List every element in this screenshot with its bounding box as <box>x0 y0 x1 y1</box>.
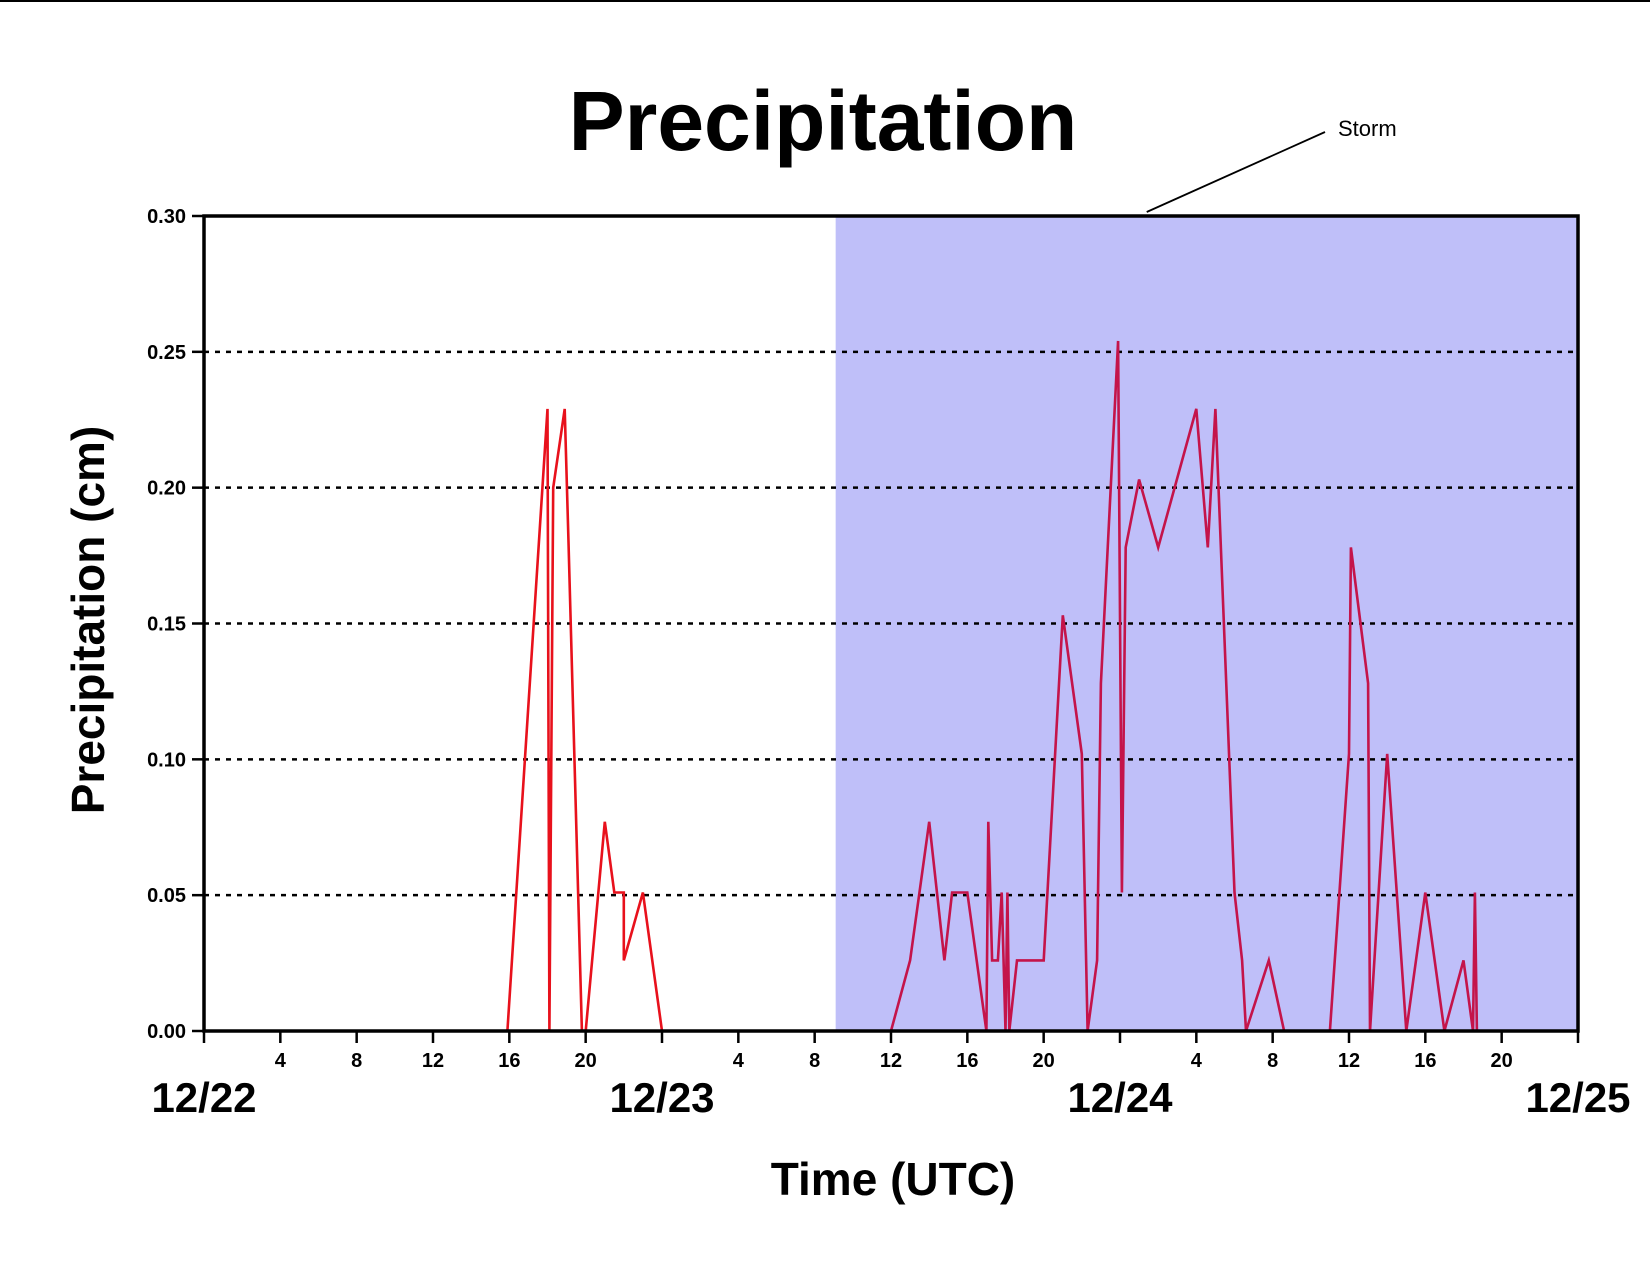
annotation-layer: Storm <box>1146 116 1397 213</box>
series-line-2 <box>835 340 1578 1033</box>
x-tick-label: 8 <box>809 1050 820 1072</box>
x-tick-label: 20 <box>1033 1050 1055 1072</box>
y-tick-label: 0.00 <box>147 1021 186 1043</box>
x-tick-label: 12 <box>422 1050 444 1072</box>
x-tick-label: 4 <box>275 1050 287 1072</box>
top-border-rule <box>0 0 1650 2</box>
x-tick-label: 16 <box>1414 1050 1436 1072</box>
date-tick-label: 12/24 <box>1067 1074 1173 1121</box>
storm-leader-line <box>1146 131 1326 213</box>
x-tick-label: 20 <box>575 1050 597 1072</box>
y-tick-label: 0.15 <box>147 614 186 636</box>
date-tick-label: 12/22 <box>151 1074 256 1121</box>
x-tick-label: 8 <box>1267 1050 1278 1072</box>
axes-layer: 0.00 0.05 0.10 0.15 0.20 0.25 0.30 4 8 12 16 20 4 8 12… <box>147 206 1630 1121</box>
y-tick-label: 0.30 <box>147 206 186 228</box>
date-tick-label: 12/25 <box>1525 1074 1630 1121</box>
x-tick-label: 16 <box>498 1050 520 1072</box>
x-tick-label: 12 <box>1338 1050 1360 1072</box>
x-tick-label: 12 <box>880 1050 902 1072</box>
x-axis-label: Time (UTC) <box>771 1153 1016 1205</box>
y-tick-label: 0.05 <box>147 885 186 907</box>
x-tick-label: 4 <box>1191 1050 1203 1072</box>
series-line-1 <box>204 408 836 1033</box>
x-tick-label: 8 <box>351 1050 362 1072</box>
storm-annotation-label: Storm <box>1338 116 1397 141</box>
y-tick-label: 0.25 <box>147 342 186 364</box>
x-tick-label: 20 <box>1491 1050 1513 1072</box>
x-tick-label: 16 <box>956 1050 978 1072</box>
date-tick-label: 12/23 <box>609 1074 714 1121</box>
chart-title: Precipitation <box>569 74 1078 168</box>
y-axis-label: Precipitation (cm) <box>62 426 114 815</box>
y-tick-label: 0.10 <box>147 749 186 771</box>
y-tick-label: 0.20 <box>147 478 186 500</box>
x-tick-label: 4 <box>733 1050 745 1072</box>
